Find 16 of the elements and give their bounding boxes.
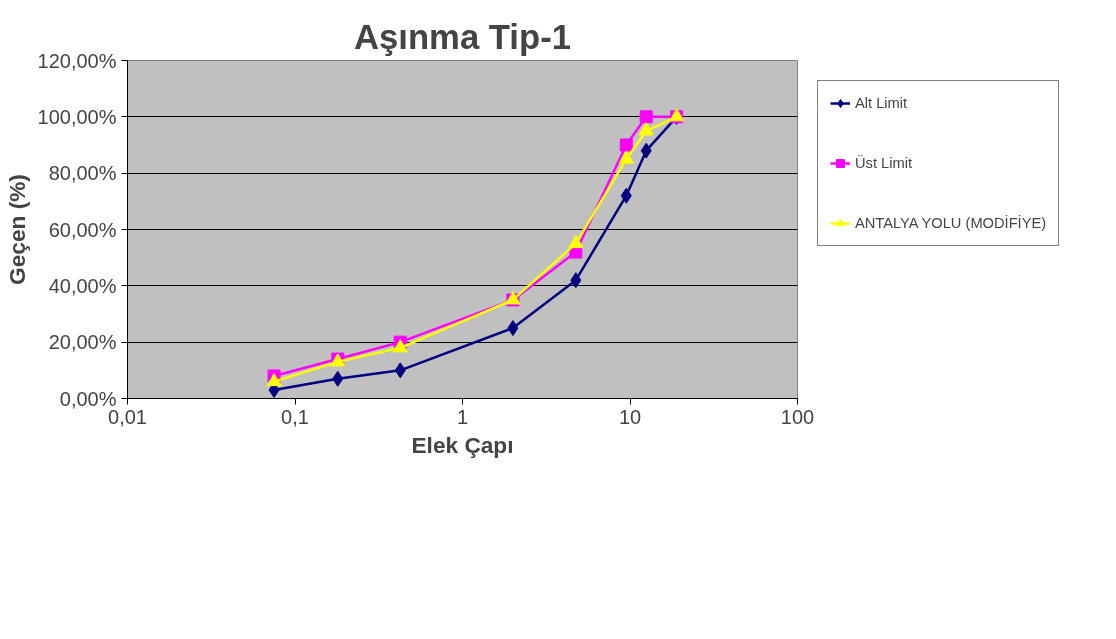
y-tick-label: 80,00%: [48, 162, 117, 185]
y-tick-label: 120,00%: [37, 49, 117, 72]
legend-label: ANTALYA YOLU (MODİFİYE): [855, 215, 1047, 231]
y-tick-label: 20,00%: [48, 331, 117, 354]
x-tick-label: 1: [456, 405, 469, 428]
x-axis-title: Elek Çapı: [411, 431, 514, 458]
x-tick-label: 100: [780, 405, 815, 428]
y-tick-label: 100,00%: [37, 105, 117, 128]
x-tick-label: 0,1: [281, 405, 309, 428]
y-axis-title: Geçen (%): [3, 174, 30, 285]
legend-label: Alt Limit: [855, 95, 909, 111]
y-tick-label: 60,00%: [48, 218, 117, 241]
y-tick-label: 40,00%: [48, 274, 117, 297]
chart-title: Aşınma Tip-1: [354, 17, 571, 56]
legend-label: Üst Limit: [855, 155, 913, 171]
x-tick-label: 10: [618, 405, 642, 428]
